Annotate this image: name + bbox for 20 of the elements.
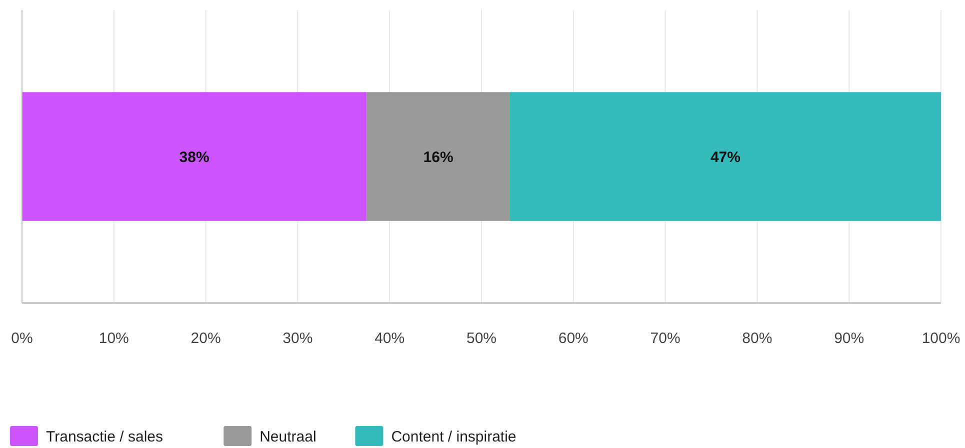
bar (22, 92, 367, 221)
legend-label: Transactie / sales (46, 428, 163, 446)
x-tick-label: 70% (650, 330, 680, 347)
x-tick-label: 60% (558, 330, 588, 347)
bar (510, 92, 941, 221)
x-tick-label: 20% (190, 330, 221, 347)
x-tick-label: 0% (11, 330, 33, 347)
x-tick-label: 50% (466, 330, 497, 347)
x-tick-label: 40% (374, 330, 405, 347)
x-tick-label: 30% (282, 330, 313, 347)
x-tick-label: 10% (98, 330, 129, 347)
x-tick-label: 100% (922, 330, 960, 347)
legend-label: Neutraal (260, 428, 316, 446)
data-label: 16% (423, 148, 454, 166)
x-tick-label: 80% (742, 330, 772, 347)
legend-label: Content / inspiratie (391, 428, 516, 446)
bar (366, 92, 510, 221)
data-label: 47% (710, 148, 741, 166)
x-tick-label: 90% (834, 330, 864, 347)
data-label: 38% (179, 148, 210, 166)
